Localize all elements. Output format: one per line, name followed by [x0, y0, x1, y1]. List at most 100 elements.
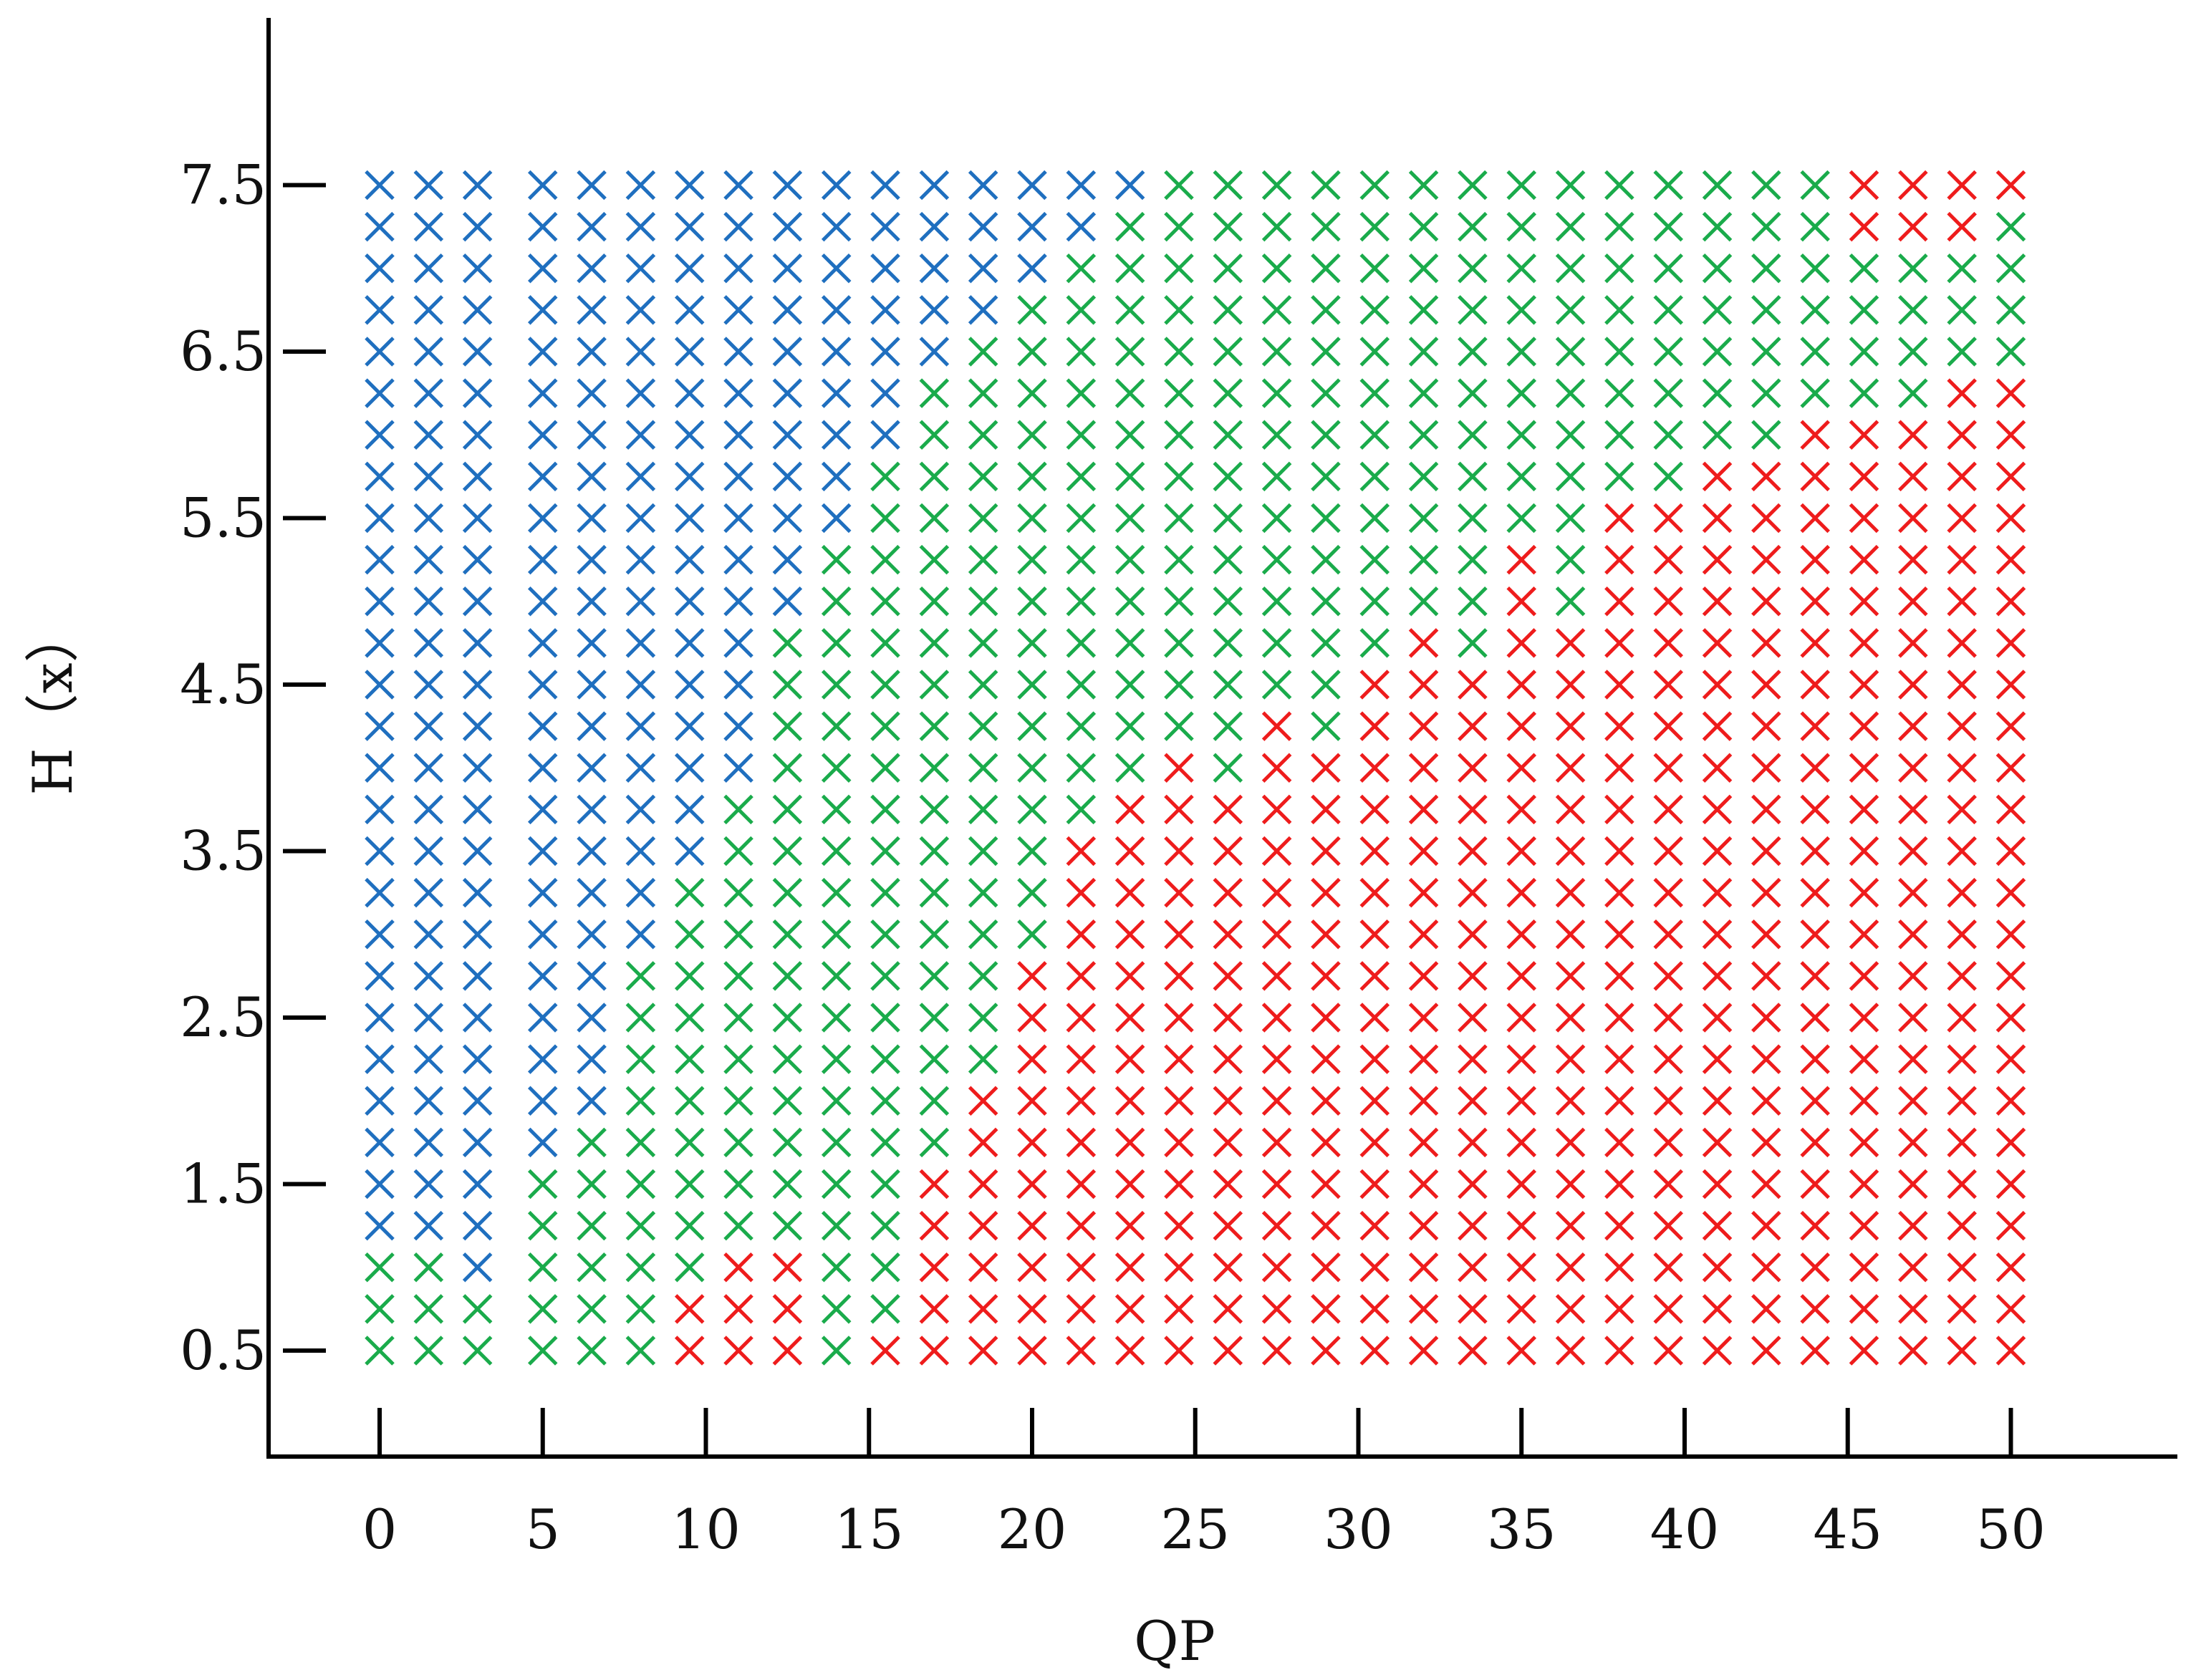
data-point-blue [1017, 253, 1047, 284]
data-point-red [1555, 794, 1586, 825]
data-point-green [1114, 295, 1145, 325]
data-point-red [1702, 961, 1733, 991]
data-point-red [1555, 753, 1586, 783]
data-point-green [1506, 295, 1537, 325]
data-point-blue [968, 170, 998, 201]
data-point-red [1947, 1252, 1977, 1283]
data-point-green [1849, 295, 1879, 325]
data-point-blue [462, 211, 493, 242]
data-point-red [1458, 1127, 1488, 1158]
data-point-green [1017, 794, 1047, 825]
data-point-red [1604, 1003, 1634, 1033]
data-point-red [1751, 1336, 1781, 1366]
data-point-red [1359, 836, 1390, 866]
data-point-red [1114, 919, 1145, 950]
data-point-red [1800, 1127, 1830, 1158]
data-point-red [723, 1336, 753, 1366]
data-point-red [1066, 1003, 1097, 1033]
data-point-red [1702, 586, 1733, 617]
data-point-red [1702, 1294, 1733, 1324]
data-point-green [1359, 544, 1390, 575]
data-point-green [1164, 586, 1194, 617]
data-point-red [1114, 1127, 1145, 1158]
data-point-green [919, 503, 950, 534]
data-point-green [1458, 337, 1488, 367]
data-point-blue [365, 1169, 395, 1199]
data-point-red [1408, 628, 1439, 658]
data-point-red [1849, 961, 1879, 991]
data-point-green [1261, 544, 1292, 575]
data-point-green [919, 836, 950, 866]
data-point-red [1898, 1252, 1928, 1283]
data-point-red [1458, 877, 1488, 908]
data-point-red [1114, 1086, 1145, 1116]
data-point-green [1702, 378, 1733, 408]
data-point-green [1458, 295, 1488, 325]
data-point-green [1164, 295, 1194, 325]
data-point-green [1751, 378, 1781, 408]
data-point-green [1458, 253, 1488, 284]
data-point-red [1947, 1044, 1977, 1074]
data-point-red [1702, 1003, 1733, 1033]
data-point-green [1311, 337, 1341, 367]
data-point-green [1359, 586, 1390, 617]
data-point-green [462, 1336, 493, 1366]
data-point-red [1995, 461, 2026, 492]
x-tick-label: 30 [1324, 1497, 1393, 1561]
data-point-green [968, 461, 998, 492]
data-point-blue [527, 1044, 558, 1074]
data-point-blue [462, 1003, 493, 1033]
data-point-blue [413, 1086, 444, 1116]
data-point-green [1506, 378, 1537, 408]
data-point-green [1751, 211, 1781, 242]
data-point-green [365, 1336, 395, 1366]
data-point-red [1702, 1252, 1733, 1283]
data-point-blue [968, 211, 998, 242]
data-point-green [870, 503, 900, 534]
data-point-red [723, 1294, 753, 1324]
data-point-blue [413, 1210, 444, 1241]
data-point-green [919, 794, 950, 825]
data-point-blue [772, 461, 803, 492]
data-point-red [1849, 919, 1879, 950]
data-point-blue [577, 711, 607, 741]
data-point-green [968, 877, 998, 908]
data-point-blue [577, 253, 607, 284]
data-point-blue [462, 1086, 493, 1116]
data-point-green [1114, 337, 1145, 367]
data-point-red [1898, 961, 1928, 991]
data-point-green [1849, 253, 1879, 284]
data-point-green [821, 794, 852, 825]
data-point-red [1261, 753, 1292, 783]
data-point-red [1653, 586, 1683, 617]
y-axis-label: H（x） [21, 608, 85, 795]
data-point-blue [462, 711, 493, 741]
data-point-red [1458, 919, 1488, 950]
data-point-red [1359, 1210, 1390, 1241]
data-point-blue [462, 961, 493, 991]
data-point-green [919, 919, 950, 950]
data-point-green [1751, 420, 1781, 450]
data-point-red [1604, 753, 1634, 783]
data-point-green [1555, 586, 1586, 617]
data-point-green [1458, 628, 1488, 658]
data-point-blue [674, 337, 705, 367]
data-point-red [1408, 794, 1439, 825]
data-point-blue [625, 253, 656, 284]
data-point-red [1800, 711, 1830, 741]
data-point-red [1506, 544, 1537, 575]
data-point-blue [413, 1127, 444, 1158]
data-point-red [1947, 1003, 1977, 1033]
data-point-green [1017, 420, 1047, 450]
marker-layer [365, 170, 2026, 1366]
data-point-green [821, 586, 852, 617]
data-point-blue [413, 961, 444, 991]
data-point-green [772, 1127, 803, 1158]
data-point-red [1653, 919, 1683, 950]
data-point-green [1555, 503, 1586, 534]
data-point-red [1261, 836, 1292, 866]
data-point-red [919, 1336, 950, 1366]
data-point-green [1164, 461, 1194, 492]
data-point-red [1898, 503, 1928, 534]
data-point-green [968, 503, 998, 534]
